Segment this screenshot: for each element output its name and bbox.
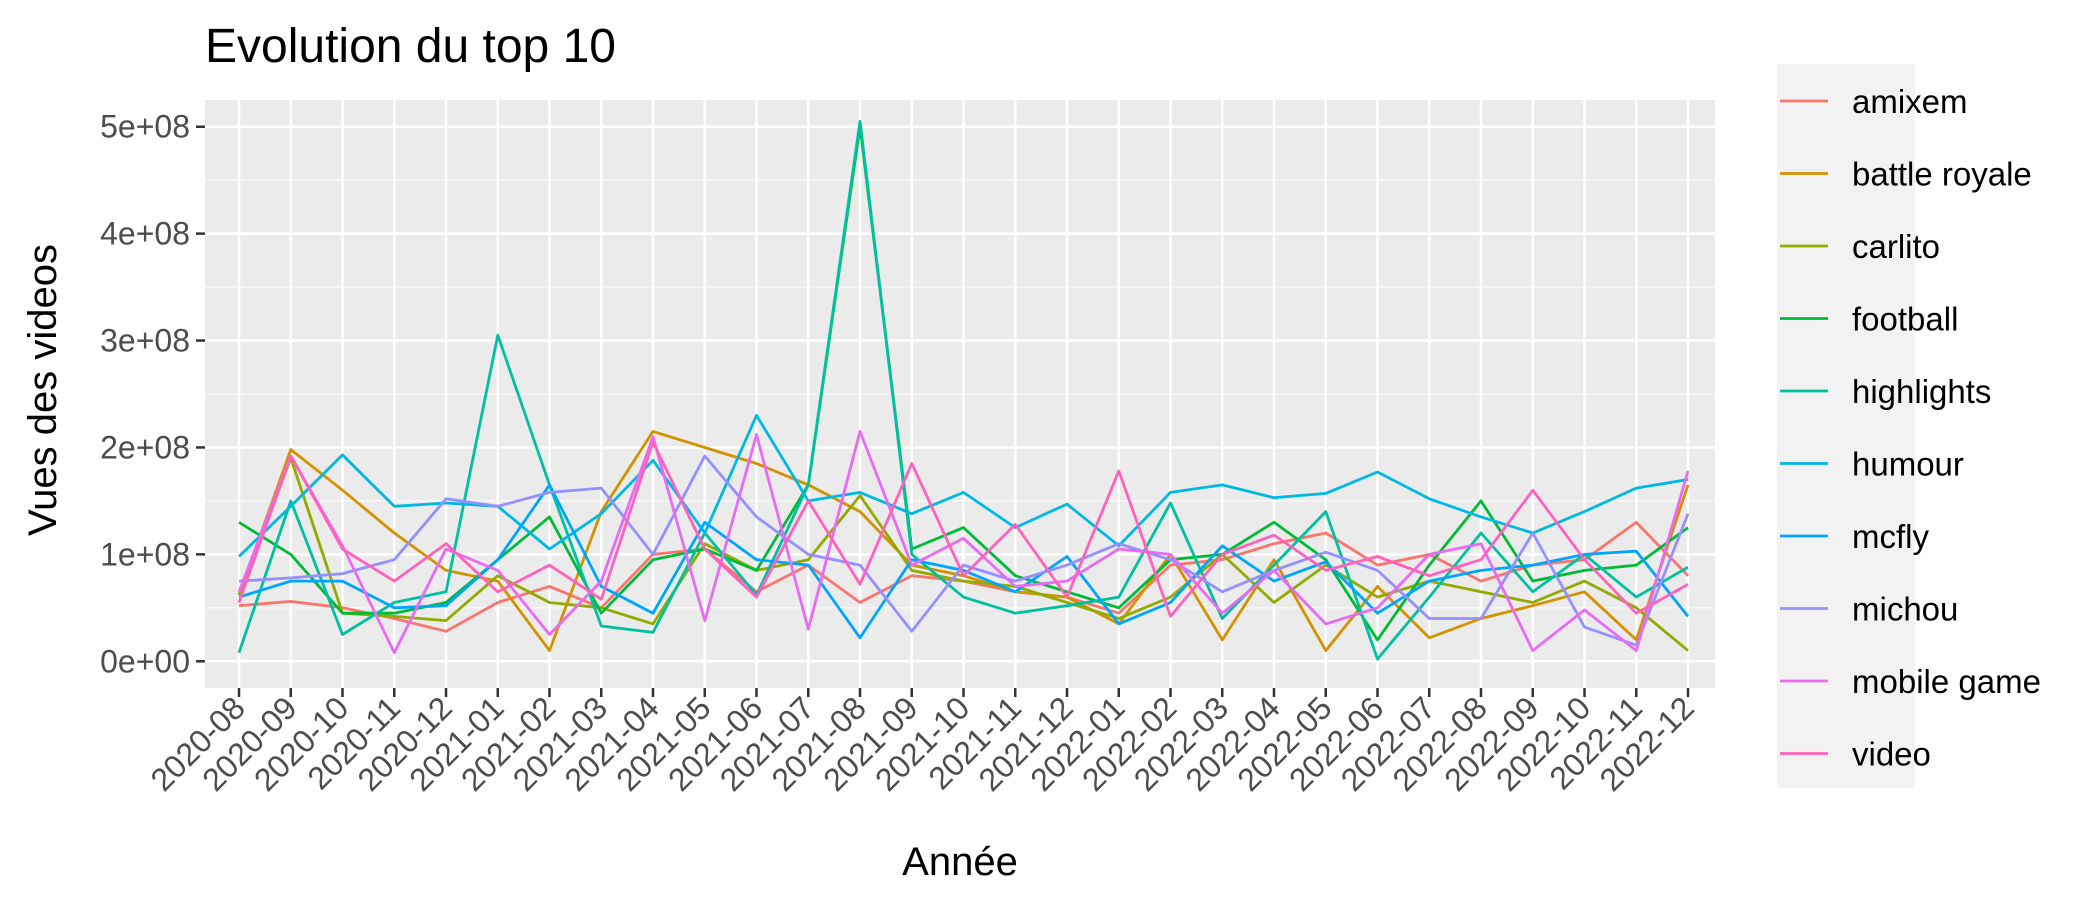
series-line-video: [237, 440, 1689, 618]
legend-label: humour: [1852, 446, 1964, 483]
chart-title: Evolution du top 10: [205, 20, 616, 73]
y-tick-label: 4e+08: [100, 216, 190, 252]
y-axis: 0e+00 1e+08 2e+08 3e+08 4e+08 5e+08: [100, 109, 205, 679]
legend-label: michou: [1852, 591, 1958, 628]
series-line-michou: [238, 454, 1690, 647]
y-tick-label: 0e+00: [100, 643, 190, 679]
legend-label: mcfly: [1852, 518, 1929, 555]
legend-panel: [1777, 64, 1915, 788]
legend-label: football: [1852, 301, 1958, 338]
legend-label: highlights: [1852, 373, 1991, 410]
grid-lines: [205, 100, 1715, 688]
y-tick-label: 2e+08: [100, 429, 190, 465]
series-line-mobile-game: [237, 429, 1690, 655]
legend-label: carlito: [1852, 228, 1940, 265]
series-line-highlights: [237, 120, 1689, 661]
y-tick-label: 1e+08: [100, 536, 190, 572]
legend-label: battle royale: [1852, 156, 2032, 193]
legend: amixem battle royale carlito football highli…: [1780, 83, 2041, 773]
series-lines: [237, 120, 1690, 661]
series-line-carlito: [237, 456, 1689, 652]
y-tick-label: 3e+08: [100, 323, 190, 359]
x-axis-title: Année: [902, 840, 1018, 884]
y-axis-title: Vues des videos: [21, 244, 65, 536]
y-tick-label: 5e+08: [100, 109, 190, 145]
x-axis: 2020-082020-092020-102020-112020-122021-…: [143, 688, 1701, 798]
legend-label: mobile game: [1852, 663, 2041, 700]
legend-label: video: [1852, 736, 1931, 773]
legend-label: amixem: [1852, 83, 1968, 120]
